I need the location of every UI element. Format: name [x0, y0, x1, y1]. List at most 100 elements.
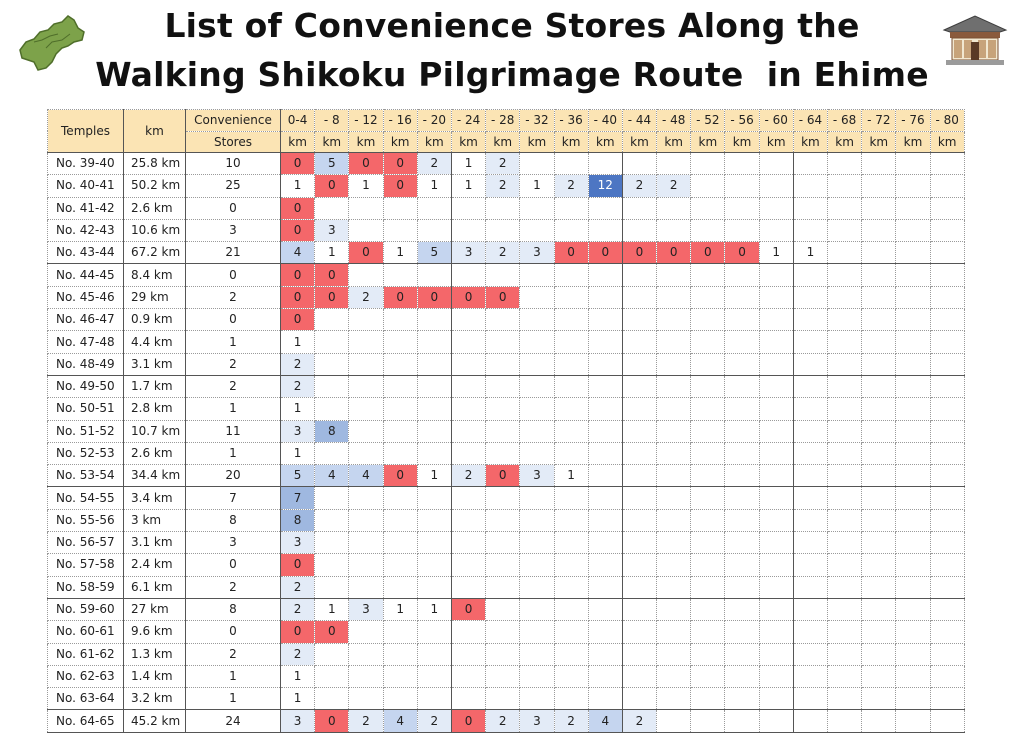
segment-empty-cell [621, 620, 658, 644]
segment-empty-cell [621, 330, 658, 354]
segment-empty-cell [656, 508, 692, 533]
segment-count-cell: 0 [382, 464, 418, 488]
segment-count-cell: 1 [416, 174, 452, 198]
segment-empty-cell [929, 352, 965, 376]
store-count-cell: 8 [185, 597, 281, 622]
segment-empty-cell [553, 374, 589, 399]
segment-empty-cell [348, 196, 384, 220]
title-line-1: List of Convenience Stores Along the [164, 6, 860, 45]
segment-empty-cell [485, 263, 521, 287]
segment-empty-cell [826, 419, 863, 443]
table-row: No. 62-63 1.4 km 1 1 [47, 664, 965, 689]
segment-count-cell: 0 [348, 151, 384, 176]
segment-empty-cell [895, 441, 931, 466]
segment-empty-cell [314, 508, 350, 533]
segment-count-cell: 1 [758, 241, 794, 265]
header-segment-unit: km [348, 130, 384, 153]
segment-count-cell: 1 [382, 597, 418, 622]
header-segment-range: - 40 [587, 109, 623, 132]
segment-empty-cell [861, 174, 897, 198]
segment-count-cell: 0 [587, 241, 623, 265]
segment-empty-cell [621, 642, 658, 666]
segment-empty-cell [450, 687, 487, 711]
temple-pair-cell: No. 58-59 [47, 575, 124, 599]
segment-empty-cell [929, 441, 965, 466]
table-row: No. 46-47 0.9 km 0 0 [47, 308, 965, 332]
segment-empty-cell [314, 687, 350, 711]
segment-empty-cell [792, 553, 829, 577]
store-count-cell: 24 [185, 709, 281, 733]
segment-empty-cell [621, 196, 658, 220]
header-segment-range: - 80 [929, 109, 965, 132]
segment-empty-cell [929, 174, 965, 198]
segment-empty-cell [724, 620, 760, 644]
segment-empty-cell [895, 687, 931, 711]
segment-empty-cell [724, 664, 760, 689]
segment-empty-cell [587, 285, 623, 310]
segment-empty-cell [382, 508, 418, 533]
segment-empty-cell [485, 374, 521, 399]
header-segment-range: - 56 [724, 109, 760, 132]
table-row: No. 60-61 9.6 km 0 0 0 [47, 620, 965, 644]
header-row-top: Temples km Convenience 0-4- 8- 12- 16- 20- … [47, 109, 965, 153]
segment-empty-cell [724, 419, 760, 443]
temple-pair-cell: No. 47-48 [47, 330, 124, 354]
temple-pair-cell: No. 49-50 [47, 374, 124, 399]
segment-empty-cell [416, 642, 452, 666]
segment-empty-cell [758, 308, 794, 332]
segment-empty-cell [929, 151, 965, 176]
segment-empty-cell [656, 397, 692, 421]
segment-empty-cell [929, 241, 965, 265]
segment-count-cell: 5 [416, 241, 452, 265]
segment-empty-cell [758, 285, 794, 310]
segment-empty-cell [656, 151, 692, 176]
segment-empty-cell [587, 151, 623, 176]
segment-empty-cell [826, 174, 863, 198]
segment-empty-cell [382, 642, 418, 666]
segment-count-cell: 0 [348, 241, 384, 265]
segment-empty-cell [792, 151, 829, 176]
segment-count-cell: 0 [279, 263, 316, 287]
segment-empty-cell [621, 397, 658, 421]
segment-empty-cell [758, 397, 794, 421]
segment-empty-cell [690, 218, 726, 243]
segment-empty-cell [792, 308, 829, 332]
segment-empty-cell [690, 441, 726, 466]
segment-empty-cell [450, 620, 487, 644]
header-segment-range: - 68 [826, 109, 863, 132]
segment-empty-cell [758, 196, 794, 220]
segment-count-cell: 0 [382, 174, 418, 198]
segment-empty-cell [792, 709, 829, 733]
segment-empty-cell [416, 441, 452, 466]
segment-empty-cell [895, 196, 931, 220]
distance-cell: 25.8 km [123, 151, 186, 176]
segment-empty-cell [656, 687, 692, 711]
segment-count-cell: 3 [279, 709, 316, 733]
header-segment-unit: km [656, 130, 692, 153]
header-segment-range: - 28 [485, 109, 521, 132]
segment-count-cell: 0 [656, 241, 692, 265]
temple-pair-cell: No. 60-61 [47, 620, 124, 644]
store-count-cell: 3 [185, 218, 281, 243]
store-count-cell: 2 [185, 352, 281, 376]
segment-empty-cell [485, 397, 521, 421]
segment-empty-cell [826, 486, 863, 510]
segment-empty-cell [450, 508, 487, 533]
store-count-cell: 1 [185, 330, 281, 354]
segment-count-cell: 1 [314, 597, 350, 622]
convenience-store-table: Temples km Convenience 0-4- 8- 12- 16- 20- … [47, 109, 965, 733]
segment-count-cell: 0 [314, 709, 350, 733]
segment-count-cell: 0 [724, 241, 760, 265]
segment-empty-cell [416, 330, 452, 354]
segment-empty-cell [450, 664, 487, 689]
segment-empty-cell [416, 374, 452, 399]
segment-empty-cell [348, 419, 384, 443]
segment-empty-cell [382, 620, 418, 644]
segment-empty-cell [348, 531, 384, 555]
table-row: No. 55-56 3 km 8 8 [47, 508, 965, 533]
segment-count-cell: 1 [519, 174, 555, 198]
segment-empty-cell [314, 486, 350, 510]
segment-empty-cell [587, 419, 623, 443]
segment-empty-cell [382, 575, 418, 599]
segment-empty-cell [758, 330, 794, 354]
